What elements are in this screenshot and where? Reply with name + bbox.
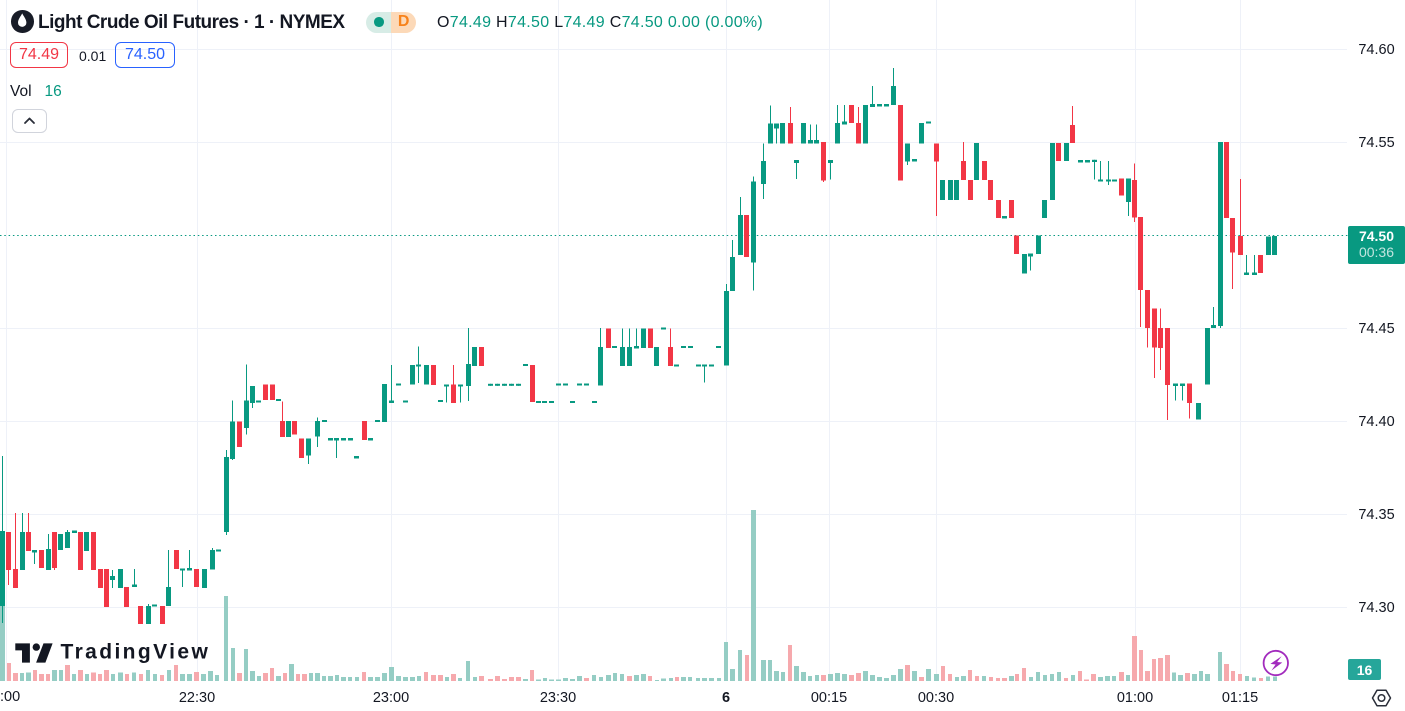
svg-text:TradingView: TradingView: [61, 641, 211, 664]
